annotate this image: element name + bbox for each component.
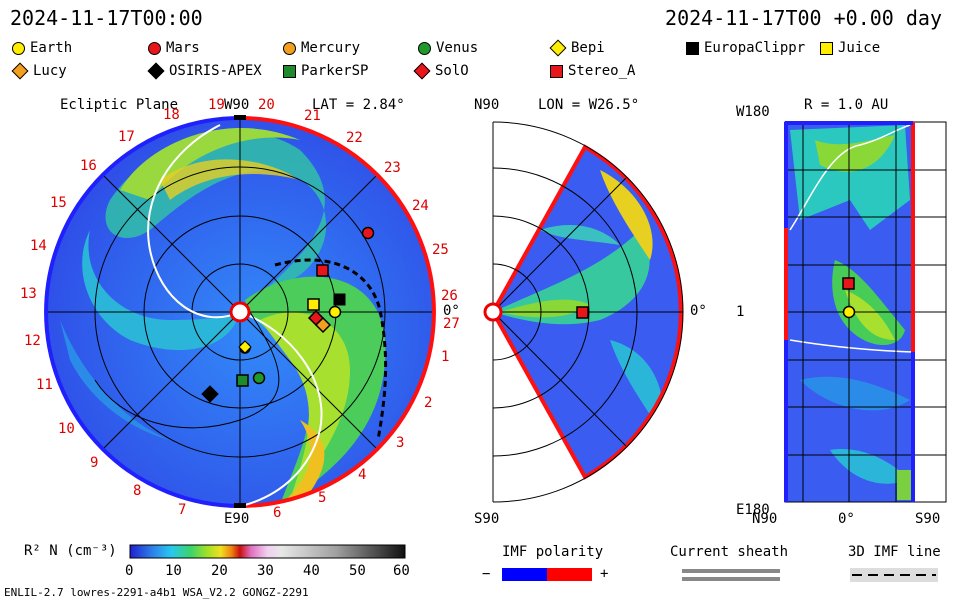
- colorbar-label: R² N (cm⁻³): [24, 543, 117, 559]
- carrington-label: 20: [258, 97, 275, 113]
- current-time: 2024-11-17T00 +0.00 day: [665, 6, 942, 30]
- ecliptic-plane-plot: [44, 115, 436, 508]
- s90-label: S90: [474, 511, 500, 527]
- mid-label: 1: [736, 304, 745, 320]
- parkersp-marker: [236, 374, 249, 387]
- s90-x-label: S90: [915, 511, 941, 527]
- current-sheath-label: Current sheath: [670, 544, 789, 560]
- r1au-map-plot: [784, 121, 947, 503]
- mars-marker: [361, 226, 375, 240]
- stereo-a-marker-map: [842, 277, 855, 290]
- stereo-a-marker-meridional: [576, 306, 589, 319]
- model-info-footer: ENLIL-2.7 lowres-2291-a4b1 WSA_V2.2 GONG…: [4, 586, 309, 599]
- colorbar-tick: 30: [257, 563, 274, 579]
- meridional-plane-plot: [483, 121, 684, 503]
- legend-item-osiris-apex: OSIRIS-APEX: [147, 62, 262, 80]
- square-icon: [820, 41, 833, 55]
- longitude-label: LON = W26.5°: [538, 97, 640, 113]
- ecliptic-plane-title: Ecliptic Plane: [60, 97, 179, 113]
- carrington-label: 16: [80, 158, 97, 174]
- imf-line-label: 3D IMF line: [848, 544, 941, 560]
- colorbar-tick: 40: [303, 563, 320, 579]
- colorbar-tick: 0: [125, 563, 134, 579]
- n90-x-label: N90: [752, 511, 778, 527]
- zero-x-label: 0°: [838, 511, 855, 527]
- imf-plus-label: +: [600, 566, 609, 582]
- legend-item-venus: Venus: [418, 40, 478, 56]
- carrington-label: 11: [36, 377, 53, 393]
- circle-icon: [418, 41, 431, 55]
- carrington-label: 4: [358, 467, 367, 483]
- zero-deg-label: 0°: [443, 303, 460, 319]
- latitude-label: LAT = 2.84°: [312, 97, 405, 113]
- juice-marker: [307, 298, 320, 311]
- carrington-label: 9: [90, 455, 99, 471]
- venus-marker: [252, 371, 266, 385]
- imf-negative-swatch: [502, 568, 547, 581]
- carrington-label: 12: [24, 333, 41, 349]
- colorbar-tick: 20: [211, 563, 228, 579]
- earth-marker: [328, 305, 342, 319]
- colorbar-tick: 60: [393, 563, 410, 579]
- imf-minus-label: −: [482, 566, 491, 582]
- square-icon: [550, 64, 563, 78]
- carrington-label: 5: [318, 490, 327, 506]
- carrington-label: 27: [443, 316, 460, 332]
- carrington-label: 25: [432, 242, 449, 258]
- carrington-label: 14: [30, 238, 47, 254]
- legend-item-stereo-a: Stereo_A: [550, 63, 635, 79]
- circle-icon: [148, 41, 161, 55]
- carrington-label: 13: [20, 286, 37, 302]
- legend-item-mercury: Mercury: [283, 40, 360, 56]
- e90-label: E90: [224, 511, 250, 527]
- zero-deg-label-meridional: 0°: [690, 303, 707, 319]
- lucy-marker: [314, 316, 332, 334]
- w180-label: W180: [736, 104, 770, 120]
- carrington-label: 6: [273, 505, 282, 521]
- square-icon: [686, 41, 699, 55]
- osiris-apex-marker: [201, 385, 219, 403]
- carrington-label: 19: [208, 97, 225, 113]
- legend-item-lucy: Lucy: [11, 62, 67, 80]
- bepi-marker: [238, 340, 252, 354]
- legend-item-juice: Juice: [820, 40, 880, 56]
- carrington-label: 24: [412, 198, 429, 214]
- legend-item-europaclippr: EuropaClippr: [686, 40, 805, 56]
- start-time: 2024-11-17T00:00: [10, 6, 203, 30]
- w90-label: W90: [224, 97, 250, 113]
- carrington-label: 8: [133, 483, 142, 499]
- e180-label: E180: [736, 502, 770, 518]
- imf-positive-swatch: [547, 568, 592, 581]
- carrington-label: 1: [441, 349, 450, 365]
- density-colorbar: [129, 544, 406, 559]
- legend-item-earth: Earth: [12, 40, 72, 56]
- carrington-label: 21: [304, 108, 321, 124]
- colorbar-tick: 10: [165, 563, 182, 579]
- circle-icon: [12, 41, 25, 55]
- radius-title: R = 1.0 AU: [804, 97, 889, 113]
- europaclippr-marker: [333, 293, 346, 306]
- carrington-label: 17: [118, 129, 135, 145]
- carrington-label: 26: [441, 288, 458, 304]
- legend-item-solo: SolO: [413, 62, 469, 80]
- imf-polarity-title: IMF polarity: [502, 544, 604, 560]
- carrington-label: 2: [424, 395, 433, 411]
- legend-item-bepi: Bepi: [549, 39, 605, 57]
- legend-item-parkersp: ParkerSP: [283, 63, 368, 79]
- carrington-label: 15: [50, 195, 67, 211]
- carrington-label: 7: [178, 502, 187, 518]
- legend-item-mars: Mars: [148, 40, 200, 56]
- carrington-label: 18: [163, 107, 180, 123]
- carrington-label: 3: [396, 435, 405, 451]
- earth-marker-map: [842, 305, 856, 319]
- colorbar-tick: 50: [349, 563, 366, 579]
- n90-label: N90: [474, 97, 500, 113]
- stereo-a-marker: [316, 264, 329, 277]
- circle-icon: [283, 41, 296, 55]
- square-icon: [283, 64, 296, 78]
- carrington-label: 22: [346, 130, 363, 146]
- carrington-label: 23: [384, 160, 401, 176]
- carrington-label: 10: [58, 421, 75, 437]
